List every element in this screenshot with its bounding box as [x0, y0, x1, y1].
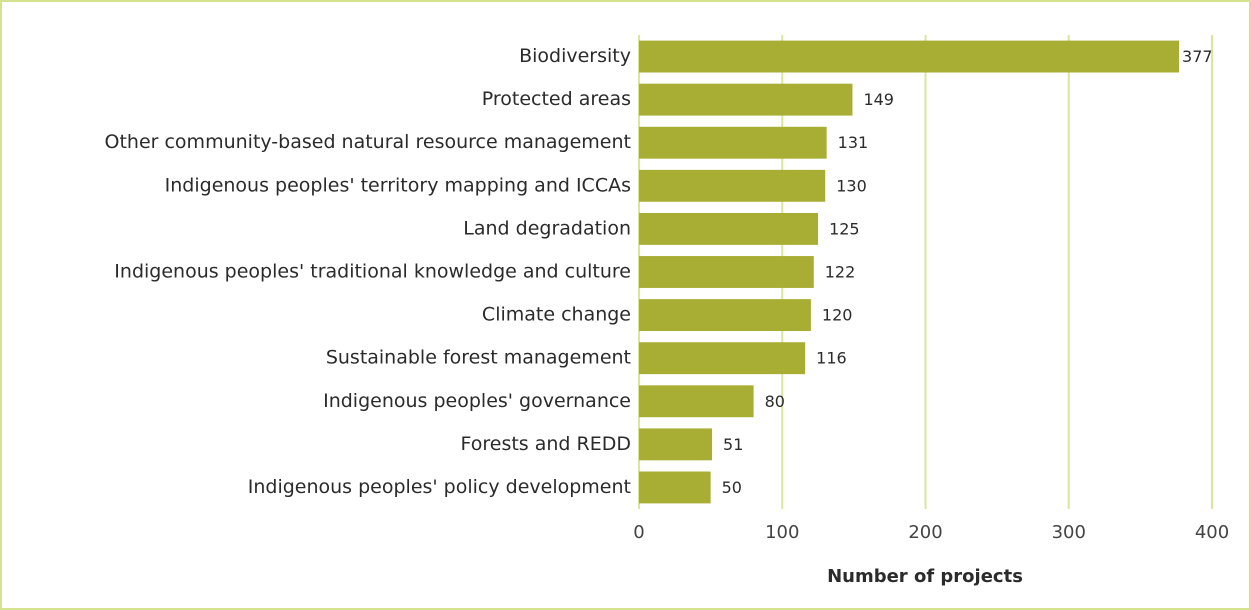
value-label: 122 [825, 263, 856, 282]
y-tick-label: Indigenous peoples' policy development [248, 476, 631, 498]
value-label: 120 [822, 306, 853, 325]
y-tick-label: Land degradation [463, 217, 631, 239]
y-tick-label: Biodiversity [519, 45, 631, 67]
x-tick-label: 100 [765, 522, 799, 543]
y-tick-label: Climate change [482, 304, 631, 326]
y-tick-label: Indigenous peoples' governance [323, 390, 631, 412]
value-label: 130 [836, 176, 867, 195]
value-label: 80 [765, 392, 785, 411]
bar [639, 256, 814, 288]
bar [639, 126, 827, 159]
bar [639, 169, 826, 202]
bar [639, 299, 811, 332]
x-tick-label: 400 [1195, 522, 1229, 543]
x-tick-label: 300 [1052, 522, 1086, 543]
bar [639, 471, 711, 504]
value-label: 51 [723, 435, 743, 454]
y-tick-label: Sustainable forest management [326, 347, 631, 369]
value-label: 116 [816, 349, 847, 368]
x-tick-label: 200 [908, 522, 942, 543]
bar [639, 342, 806, 375]
y-tick-label: Forests and REDD [461, 433, 632, 455]
value-label: 125 [829, 219, 860, 238]
x-tick-label: 0 [633, 522, 644, 543]
bar [639, 83, 853, 116]
value-label: 149 [863, 90, 894, 109]
bar [639, 40, 1180, 73]
bar [639, 428, 713, 461]
y-tick-label: Other community-based natural resource m… [105, 131, 632, 153]
value-label: 50 [722, 478, 742, 497]
x-axis-title: Number of projects [827, 566, 1023, 587]
y-tick-label: Protected areas [482, 88, 631, 110]
y-tick-label: Indigenous peoples' traditional knowledg… [114, 261, 631, 283]
bar [639, 212, 819, 245]
bar [639, 385, 754, 418]
value-label: 131 [838, 133, 869, 152]
value-label: 377 [1182, 47, 1213, 66]
y-tick-label: Indigenous peoples' territory mapping an… [165, 174, 631, 196]
